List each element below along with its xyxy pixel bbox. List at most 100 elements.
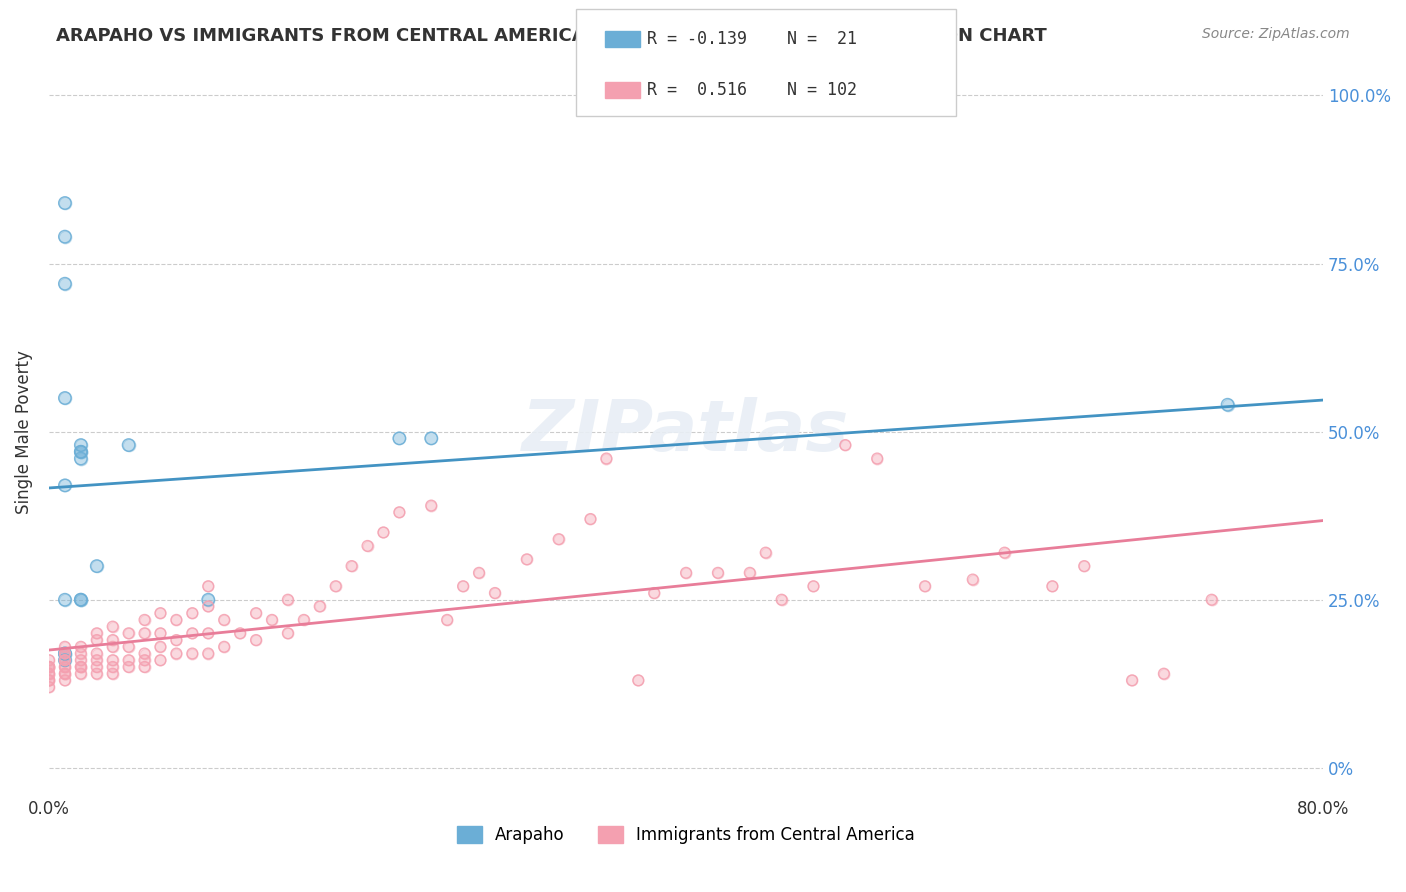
Point [53,666,76,681]
Point [181,626,204,640]
Point [420,499,443,513]
Point [53,660,76,674]
Point [38,673,60,688]
Point [101,633,124,648]
Point [451,579,474,593]
Point [770,592,793,607]
Point [117,626,139,640]
Point [420,499,443,513]
Point [260,613,283,627]
Point [149,626,172,640]
Point [707,566,730,580]
Point [962,573,984,587]
Point [69,438,91,452]
Point [134,647,156,661]
Point [38,660,60,674]
Point [53,647,76,661]
Point [53,647,76,661]
Point [53,196,76,211]
Point [181,647,204,661]
Point [38,666,60,681]
Point [69,444,91,458]
Point [770,592,793,607]
Point [101,653,124,667]
Point [53,277,76,291]
Point [53,647,76,661]
Point [197,579,219,593]
Point [547,532,569,546]
Point [308,599,330,614]
Point [229,626,252,640]
Point [994,546,1017,560]
Point [277,592,299,607]
Point [707,566,730,580]
Point [117,626,139,640]
Point [134,647,156,661]
Point [675,566,697,580]
Point [53,196,76,211]
Point [53,647,76,661]
Point [69,451,91,466]
Point [1216,398,1239,412]
Point [914,579,936,593]
Point [245,606,267,620]
Point [101,660,124,674]
Point [53,478,76,492]
Point [325,579,347,593]
Point [86,660,108,674]
Point [1201,592,1223,607]
Point [914,579,936,593]
Point [165,647,187,661]
Point [69,660,91,674]
Point [340,559,363,574]
Point [53,640,76,654]
Point [149,640,172,654]
Point [101,666,124,681]
Point [53,478,76,492]
Point [149,653,172,667]
Point [38,653,60,667]
Point [245,606,267,620]
Point [69,660,91,674]
Point [292,613,315,627]
Point [1073,559,1095,574]
Point [38,680,60,694]
Point [643,586,665,600]
Text: Source: ZipAtlas.com: Source: ZipAtlas.com [1202,27,1350,41]
Point [277,592,299,607]
Point [86,666,108,681]
Point [134,613,156,627]
Point [69,660,91,674]
Point [53,647,76,661]
Point [149,653,172,667]
Point [325,579,347,593]
Point [197,599,219,614]
Point [755,546,778,560]
Point [86,647,108,661]
Point [627,673,650,688]
Point [86,647,108,661]
Point [373,525,395,540]
Point [866,451,889,466]
Point [53,592,76,607]
Point [38,673,60,688]
Legend: Arapaho, Immigrants from Central America: Arapaho, Immigrants from Central America [457,826,915,845]
Point [834,438,856,452]
Point [38,680,60,694]
Point [277,626,299,640]
Point [149,640,172,654]
Point [69,592,91,607]
Point [53,229,76,244]
Point [181,606,204,620]
Point [134,613,156,627]
Point [292,613,315,627]
Point [579,512,602,526]
Point [86,559,108,574]
Point [149,626,172,640]
Point [1121,673,1143,688]
Point [38,660,60,674]
Point [86,660,108,674]
Point [197,647,219,661]
Point [181,647,204,661]
Point [547,532,569,546]
